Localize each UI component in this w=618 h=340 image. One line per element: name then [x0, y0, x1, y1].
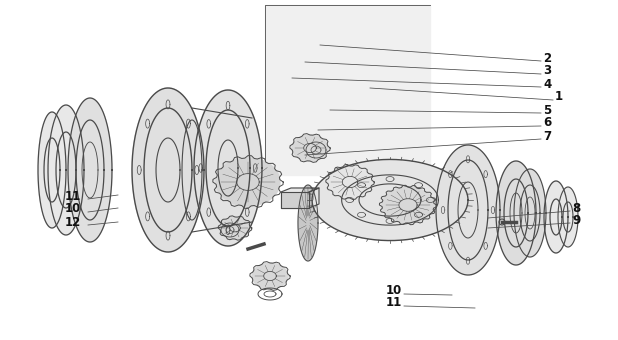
Text: 11: 11 — [65, 189, 81, 203]
Text: 3: 3 — [543, 65, 551, 78]
Polygon shape — [292, 135, 328, 161]
Polygon shape — [544, 181, 568, 253]
Text: 12: 12 — [65, 216, 81, 228]
Text: 5: 5 — [543, 103, 551, 117]
Polygon shape — [298, 185, 318, 261]
Polygon shape — [281, 192, 309, 208]
Polygon shape — [436, 145, 500, 275]
Text: 7: 7 — [543, 130, 551, 142]
Polygon shape — [328, 166, 372, 198]
Polygon shape — [496, 161, 536, 265]
Text: 6: 6 — [543, 117, 551, 130]
Polygon shape — [38, 112, 66, 228]
Polygon shape — [382, 187, 434, 223]
Text: 2: 2 — [543, 51, 551, 65]
Polygon shape — [309, 188, 319, 208]
Polygon shape — [252, 263, 288, 289]
Polygon shape — [514, 169, 546, 257]
Polygon shape — [220, 217, 250, 239]
Text: 9: 9 — [572, 214, 580, 226]
Text: 8: 8 — [572, 202, 580, 215]
Text: 10: 10 — [386, 285, 402, 298]
Text: 1: 1 — [555, 90, 563, 103]
Polygon shape — [132, 88, 204, 252]
Text: 11: 11 — [386, 296, 402, 309]
Polygon shape — [194, 90, 262, 246]
Polygon shape — [312, 159, 468, 241]
Polygon shape — [48, 105, 84, 235]
Polygon shape — [265, 5, 430, 175]
Text: 4: 4 — [543, 78, 551, 90]
Text: 10: 10 — [65, 203, 81, 216]
Polygon shape — [281, 188, 319, 192]
Polygon shape — [68, 98, 112, 242]
Polygon shape — [216, 158, 280, 206]
Polygon shape — [558, 187, 578, 247]
